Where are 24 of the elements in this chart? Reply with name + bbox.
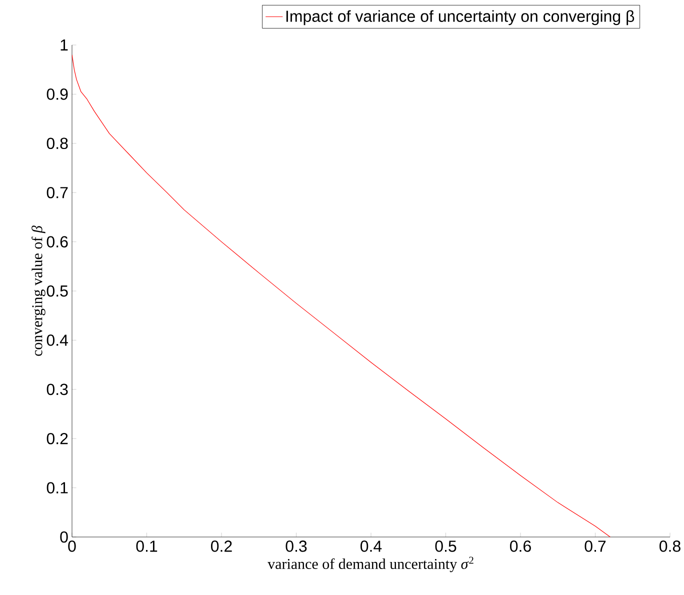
x-tick-label: 0.6	[510, 540, 531, 552]
y-tick-label: 0.4	[46, 334, 68, 346]
y-tick-label: 1	[60, 39, 68, 50]
x-tick-label: 0.2	[211, 540, 232, 552]
x-tick-label: 0	[68, 540, 76, 552]
x-tick-label: 0.5	[435, 540, 456, 552]
legend-label: Impact of variance of uncertainty on converging β	[286, 10, 634, 26]
y-tick-label: 0.1	[46, 482, 68, 494]
y-tick-label: 0.7	[46, 186, 68, 198]
y-tick-label: 0.6	[46, 236, 68, 248]
y-tick-label: 0.5	[46, 285, 68, 297]
y-tick-label: 0.9	[46, 88, 68, 100]
x-tick-label: 0.7	[584, 540, 606, 552]
y-axis-title: converging value of β	[32, 226, 46, 356]
x-tick-label: 0.3	[286, 540, 307, 552]
y-tick-label: 0	[60, 531, 68, 543]
line-series	[72, 54, 611, 537]
x-tick-label: 0.1	[136, 540, 158, 552]
y-tick-label: 0.8	[46, 138, 68, 150]
x-tick-label: 0.4	[360, 540, 382, 552]
x-axis-title: variance of demand uncertainty σ$^{2}$	[268, 556, 474, 572]
x-tick-label: 0.8	[660, 540, 680, 552]
y-tick-label: 0.2	[46, 432, 68, 444]
y-tick-label: 0.3	[46, 384, 68, 396]
